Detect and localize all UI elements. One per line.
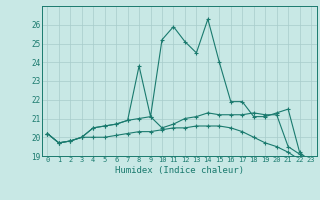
X-axis label: Humidex (Indice chaleur): Humidex (Indice chaleur) xyxy=(115,166,244,175)
